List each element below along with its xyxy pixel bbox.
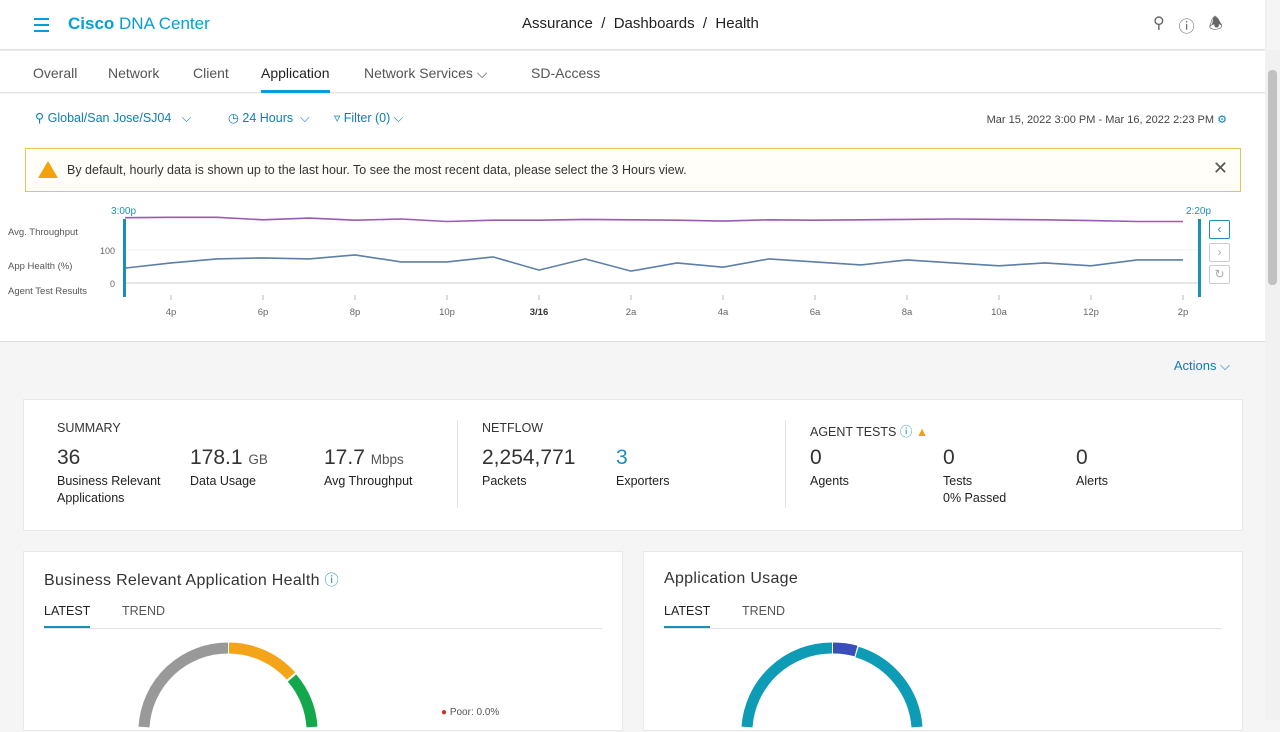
tab-latest[interactable]: LATEST <box>664 604 711 629</box>
metric-label: Packets <box>482 474 527 488</box>
warning-icon: ▲ <box>915 425 929 439</box>
card-title: Application Usage <box>664 570 799 587</box>
metric-label: Business Relevant Applications <box>57 474 161 505</box>
divider <box>664 628 1222 629</box>
x-tick-label: 4p <box>166 307 177 318</box>
gear-icon[interactable]: ⚙ <box>1217 114 1227 126</box>
legend-dot: ● <box>441 707 448 718</box>
metric-label: Tests <box>943 474 973 488</box>
info-icon[interactable]: ⓘ <box>324 572 339 588</box>
location-selector[interactable]: ⚲ Global/San Jose/SJ04 ⌵ <box>35 111 192 125</box>
health-donut <box>138 642 318 728</box>
row-label: Agent Test Results <box>8 286 88 297</box>
row-label: Avg. Throughput <box>8 227 78 238</box>
x-tick-label: 3/16 <box>530 307 549 318</box>
metric-value: 0 <box>943 446 955 469</box>
x-tick-label: 8p <box>350 307 361 318</box>
app-title[interactable]: Cisco DNA Center <box>68 14 210 33</box>
tab-network-services[interactable]: Network Services ⌵ <box>364 65 488 81</box>
timeline-reset-button[interactable]: ↻ <box>1209 265 1230 284</box>
x-tick-label: 2a <box>626 307 637 318</box>
exporters-link[interactable]: 3 <box>616 446 628 469</box>
divider <box>44 628 602 629</box>
tab-latest[interactable]: LATEST <box>44 604 91 629</box>
dashboard-tabs: Overall Network Client Application Netwo… <box>0 51 1265 93</box>
y-tick: 100 <box>100 246 115 256</box>
divider <box>457 420 458 508</box>
x-tick-label: 6a <box>810 307 821 318</box>
netflow-title: NETFLOW <box>482 421 544 435</box>
date-range[interactable]: Mar 15, 2022 3:00 PM - Mar 16, 2022 2:23… <box>986 114 1227 126</box>
metric-value: 36 <box>57 446 81 469</box>
x-tick-label: 8a <box>902 307 913 318</box>
y-tick: 0 <box>110 279 115 289</box>
tab-overall[interactable]: Overall <box>33 65 78 81</box>
time-selector[interactable]: ◷ 24 Hours ⌵ <box>228 111 310 125</box>
filter-button[interactable]: ▿ Filter (0) ⌵ <box>334 111 404 125</box>
metric-label: Alerts <box>1076 474 1108 488</box>
x-tick-label: 12p <box>1083 307 1099 318</box>
tab-trend[interactable]: TREND <box>742 604 786 618</box>
app-health-card: Business Relevant Application Health ⓘ L… <box>23 551 623 731</box>
close-icon[interactable]: ✕ <box>1212 158 1228 178</box>
info-banner: By default, hourly data is shown up to t… <box>25 148 1241 192</box>
actions-dropdown[interactable]: Actions ⌵ <box>1173 358 1230 373</box>
metric-label: Exporters <box>616 474 670 488</box>
help-icon[interactable]: ⓘ <box>1178 19 1195 36</box>
donut-segment <box>832 642 858 657</box>
tab-trend[interactable]: TREND <box>122 604 166 618</box>
donut-segment <box>855 646 923 728</box>
timeline-prev-button[interactable]: ‹ <box>1209 220 1230 239</box>
timeline-next-button[interactable]: › <box>1209 243 1230 262</box>
range-handle-start[interactable] <box>123 219 126 297</box>
agent-tests-title: AGENT TESTS ⓘ ▲ <box>810 425 929 439</box>
metric-value: 178.1 GB <box>190 446 268 469</box>
metric-label: Data Usage <box>190 474 257 488</box>
bell-icon[interactable]: 🕭 <box>1208 16 1223 33</box>
scrollbar-thumb[interactable] <box>1268 70 1277 285</box>
app-health-line <box>124 254 1183 272</box>
metric-value: 0 <box>810 446 822 469</box>
metric-value: 2,254,771 <box>482 446 576 469</box>
metric-label: Avg Throughput <box>324 474 413 488</box>
x-tick-label: 10a <box>991 307 1008 318</box>
avg-throughput-line <box>124 216 1183 223</box>
metric-sublabel: 0% Passed <box>943 491 1007 505</box>
timeline-chart[interactable]: 4p 6p 8p 10p 3/16 2a 4a 6a 8a 10a 12p 2p 3:00p 2:20… <box>0 0 1265 340</box>
x-tick-label: 2p <box>1178 307 1189 318</box>
donut-segment <box>741 642 833 728</box>
usage-donut <box>741 642 923 728</box>
donut-segment-unknown <box>138 642 229 728</box>
x-tick-label: 6p <box>258 307 269 318</box>
x-tick-label: 4a <box>718 307 729 318</box>
row-label: App Health (%) <box>8 261 73 272</box>
tab-network[interactable]: Network <box>108 65 160 81</box>
metric-value: 17.7 Mbps <box>324 446 404 469</box>
range-end-label: 2:20p <box>1186 206 1211 217</box>
legend-poor: ● Poor: 0.0% <box>441 707 500 718</box>
search-icon[interactable]: ⚲ <box>1152 15 1165 32</box>
warning-icon <box>38 161 58 178</box>
x-tick-label: 10p <box>439 307 455 318</box>
divider <box>785 420 786 508</box>
tab-client[interactable]: Client <box>193 65 229 81</box>
summary-card: SUMMARY 36 Business Relevant Application… <box>23 399 1243 531</box>
donut-segment-fair <box>228 642 296 680</box>
card-title: Business Relevant Application Health ⓘ <box>44 572 339 589</box>
tab-sd-access[interactable]: SD-Access <box>531 65 601 81</box>
top-bar: Cisco DNA Center Assurance / Dashboards … <box>0 0 1265 50</box>
scrollbar[interactable] <box>1265 50 1280 720</box>
menu-icon[interactable] <box>34 18 49 36</box>
summary-title: SUMMARY <box>57 421 121 435</box>
range-handle-end[interactable] <box>1198 219 1201 297</box>
info-icon[interactable]: ⓘ <box>899 425 913 439</box>
range-start-label: 3:00p <box>111 206 136 217</box>
metric-label: Agents <box>810 474 849 488</box>
app-usage-card: Application Usage LATEST TREND <box>643 551 1243 731</box>
breadcrumb: Assurance / Dashboards / Health <box>522 15 759 32</box>
tab-application[interactable]: Application <box>261 65 330 93</box>
metric-value: 0 <box>1076 446 1088 469</box>
